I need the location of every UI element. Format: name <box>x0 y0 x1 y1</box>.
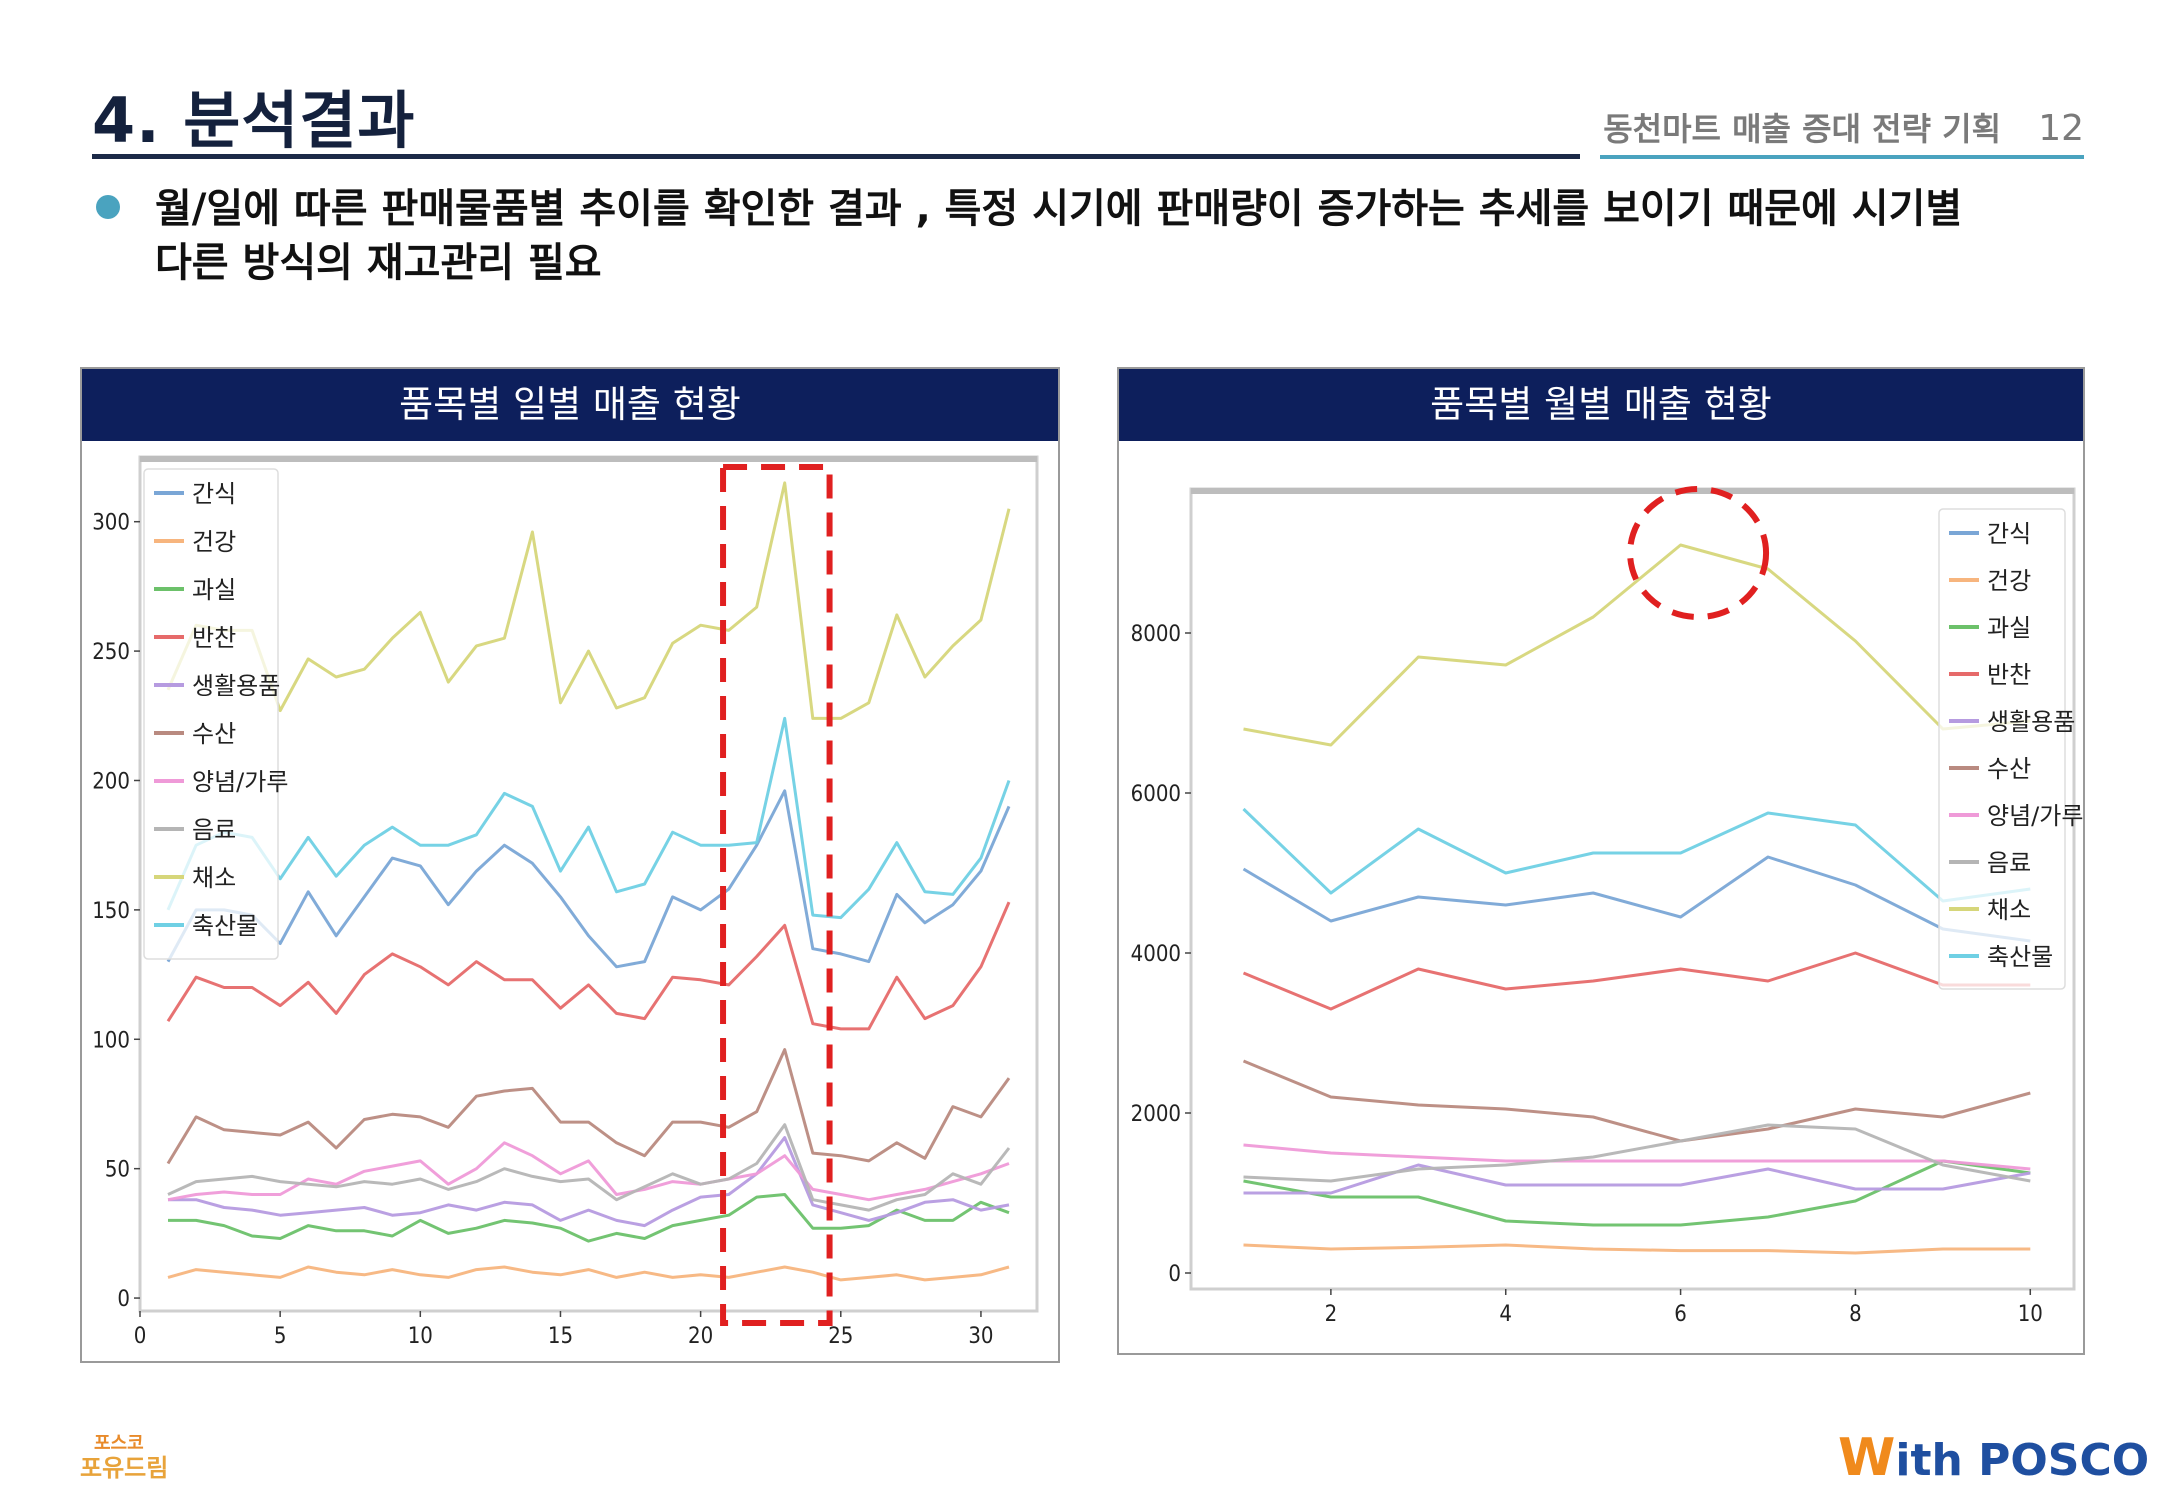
series-line-간식 <box>1242 855 2031 943</box>
daily-sales-panel-title: 품목별 일별 매출 현황 <box>82 369 1058 441</box>
y-tick-label: 4000 <box>1131 942 1181 967</box>
bullet-text-line1: 월/일에 따른 판매물품별 추이를 확인한 결과 , 특정 시기에 판매량이 증… <box>155 186 1963 232</box>
y-tick-label: 200 <box>92 769 130 794</box>
legend-label-수산: 수산 <box>192 720 236 748</box>
y-tick-label: 300 <box>92 511 130 536</box>
y-tick-label: 100 <box>92 1028 130 1053</box>
bullet-text-line2: 다른 방식의 재고관리 필요 <box>155 240 602 286</box>
y-tick-label: 250 <box>92 640 130 665</box>
legend-label-축산물: 축산물 <box>192 912 258 940</box>
presentation-subtitle: 동천마트 매출 증대 전략 기획 <box>1603 110 2002 148</box>
series-line-양념-가루 <box>167 1141 1010 1202</box>
y-tick-label: 150 <box>92 899 130 924</box>
legend-label-건강: 건강 <box>1987 567 2031 595</box>
series-line-과실 <box>168 1193 1010 1243</box>
daily-sales-chart: 0 50 100 150 200 250 300 0 5 10 15 20 25 30 간식건강과실반찬생활… <box>92 455 1039 1349</box>
x-tick-label: 25 <box>828 1324 853 1349</box>
plot-area <box>138 455 1039 1313</box>
bullet-text: 월/일에 따른 판매물품별 추이를 확인한 결과 , 특정 시기에 판매량이 증… <box>155 182 2055 290</box>
highlight-dashed-circle <box>1627 486 1770 620</box>
series-line-건강 <box>1243 1243 2031 1255</box>
with-posco-logo-w: W <box>1838 1428 1896 1488</box>
series-line-채소 <box>1243 543 2031 747</box>
legend-box <box>143 468 279 960</box>
legend-label-음료: 음료 <box>1987 849 2031 877</box>
monthly-sales-panel-title: 품목별 월별 매출 현황 <box>1119 369 2083 441</box>
legend-label-과실: 과실 <box>192 576 236 604</box>
series-line-수산 <box>1242 1059 2031 1143</box>
series-line-양념-가루 <box>1243 1143 2031 1171</box>
x-tick-label: 6 <box>1674 1302 1687 1327</box>
series-line-반찬 <box>1242 951 2031 1011</box>
legend-label-채소: 채소 <box>1987 896 2031 924</box>
y-tick-label: 0 <box>1168 1262 1181 1287</box>
y-tick-label: 8000 <box>1131 622 1181 647</box>
series-line-음료 <box>1243 1123 2031 1183</box>
x-tick-label: 15 <box>548 1324 573 1349</box>
series-line-생활용품 <box>1243 1163 2031 1195</box>
series-line-과실 <box>1243 1159 2031 1227</box>
x-tick-label: 2 <box>1325 1302 1338 1327</box>
highlight-dashed-box <box>720 464 833 1326</box>
x-tick-label: 30 <box>968 1324 993 1349</box>
legend-label-반찬: 반찬 <box>192 624 236 652</box>
series-line-축산물 <box>166 716 1011 920</box>
bullet-dot-icon <box>96 195 120 219</box>
with-posco-logo: With POSCO <box>1838 1428 2149 1488</box>
y-tick-label: 50 <box>105 1158 130 1183</box>
header-right-divider <box>1600 155 2084 159</box>
x-tick-label: 8 <box>1849 1302 1862 1327</box>
series-line-수산 <box>166 1048 1011 1165</box>
x-tick-label: 4 <box>1499 1302 1512 1327</box>
x-tick-label: 0 <box>134 1324 147 1349</box>
page-title: 4. 분석결과 <box>92 84 416 157</box>
legend-label-과실: 과실 <box>1987 614 2031 642</box>
posco-foyou-dream-logo: 포스코 포유드림 <box>80 1432 168 1480</box>
legend-label-간식: 간식 <box>1987 520 2031 548</box>
title-divider <box>92 154 1580 159</box>
legend-label-양념-가루: 양념/가루 <box>1987 802 2083 830</box>
legend-label-반찬: 반찬 <box>1987 661 2031 689</box>
series-line-간식 <box>166 789 1011 969</box>
legend-label-수산: 수산 <box>1987 755 2031 783</box>
legend-label-생활용품: 생활용품 <box>1987 708 2075 736</box>
x-tick-label: 5 <box>274 1324 287 1349</box>
logo-left-top: 포스코 <box>94 1433 144 1454</box>
x-tick-label: 20 <box>688 1324 713 1349</box>
logo-left-bottom: 포유드림 <box>80 1454 169 1482</box>
legend-label-음료: 음료 <box>192 816 236 844</box>
series-line-채소 <box>166 481 1011 720</box>
legend-label-축산물: 축산물 <box>1987 943 2053 971</box>
series-line-음료 <box>167 1123 1011 1212</box>
legend-label-간식: 간식 <box>192 480 236 508</box>
monthly-sales-chart: 0 2000 4000 6000 8000 2 4 6 8 10 간식건강과실반찬생활용품수산양념/… <box>1131 486 2083 1327</box>
y-tick-label: 0 <box>117 1287 130 1312</box>
legend-label-채소: 채소 <box>192 864 236 892</box>
x-tick-label: 10 <box>2018 1302 2043 1327</box>
legend-label-생활용품: 생활용품 <box>192 672 280 700</box>
y-tick-label: 6000 <box>1131 782 1181 807</box>
header-right: 동천마트 매출 증대 전략 기획 12 <box>1600 104 2084 150</box>
series-line-건강 <box>167 1265 1010 1282</box>
page-number: 12 <box>2038 108 2084 149</box>
series-line-반찬 <box>166 901 1011 1031</box>
daily-sales-panel: 품목별 일별 매출 현황 0 50 100 150 200 250 300 0 5 10 15 20 2… <box>80 367 1060 1363</box>
with-posco-logo-text: ith POSCO <box>1895 1435 2150 1486</box>
series-line-축산물 <box>1242 807 2031 903</box>
y-tick-label: 2000 <box>1131 1102 1181 1127</box>
x-tick-label: 10 <box>408 1324 433 1349</box>
legend-label-양념-가루: 양념/가루 <box>192 768 288 796</box>
series-line-생활용품 <box>168 1136 1010 1228</box>
legend-label-건강: 건강 <box>192 528 236 556</box>
